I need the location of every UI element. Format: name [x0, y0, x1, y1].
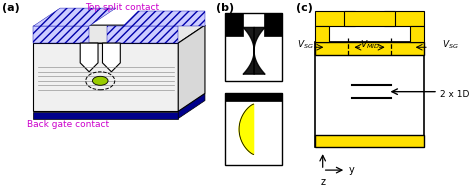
Text: y: y: [349, 165, 355, 175]
Polygon shape: [178, 25, 205, 111]
FancyBboxPatch shape: [384, 11, 424, 26]
FancyBboxPatch shape: [33, 26, 89, 43]
FancyBboxPatch shape: [316, 42, 424, 147]
Text: (b): (b): [216, 3, 234, 13]
Polygon shape: [80, 43, 98, 72]
FancyBboxPatch shape: [226, 12, 243, 36]
FancyBboxPatch shape: [410, 26, 424, 42]
Text: (a): (a): [2, 3, 20, 13]
Text: (c): (c): [296, 3, 312, 13]
FancyBboxPatch shape: [264, 12, 282, 36]
Polygon shape: [102, 43, 120, 72]
Ellipse shape: [92, 76, 108, 85]
Text: z: z: [320, 177, 325, 187]
Text: 2 x 1D: 2 x 1D: [440, 90, 469, 99]
FancyBboxPatch shape: [226, 93, 282, 101]
Text: $V_{MID}$: $V_{MID}$: [359, 38, 380, 51]
Polygon shape: [33, 8, 116, 26]
FancyBboxPatch shape: [316, 11, 355, 26]
FancyBboxPatch shape: [316, 42, 424, 55]
Text: Back gate contact: Back gate contact: [27, 120, 109, 129]
Polygon shape: [33, 25, 205, 43]
FancyBboxPatch shape: [226, 93, 282, 165]
Polygon shape: [239, 104, 254, 154]
FancyBboxPatch shape: [226, 12, 282, 81]
FancyBboxPatch shape: [344, 11, 395, 26]
FancyBboxPatch shape: [316, 135, 424, 147]
Text: $V_{SG}$: $V_{SG}$: [297, 38, 313, 51]
FancyBboxPatch shape: [107, 26, 178, 43]
FancyBboxPatch shape: [33, 43, 178, 111]
FancyBboxPatch shape: [33, 112, 178, 119]
FancyBboxPatch shape: [316, 26, 329, 42]
Polygon shape: [178, 94, 205, 119]
Text: $V_{SG}$: $V_{SG}$: [442, 38, 458, 51]
Text: Top split contact: Top split contact: [85, 3, 160, 12]
Polygon shape: [122, 11, 205, 26]
